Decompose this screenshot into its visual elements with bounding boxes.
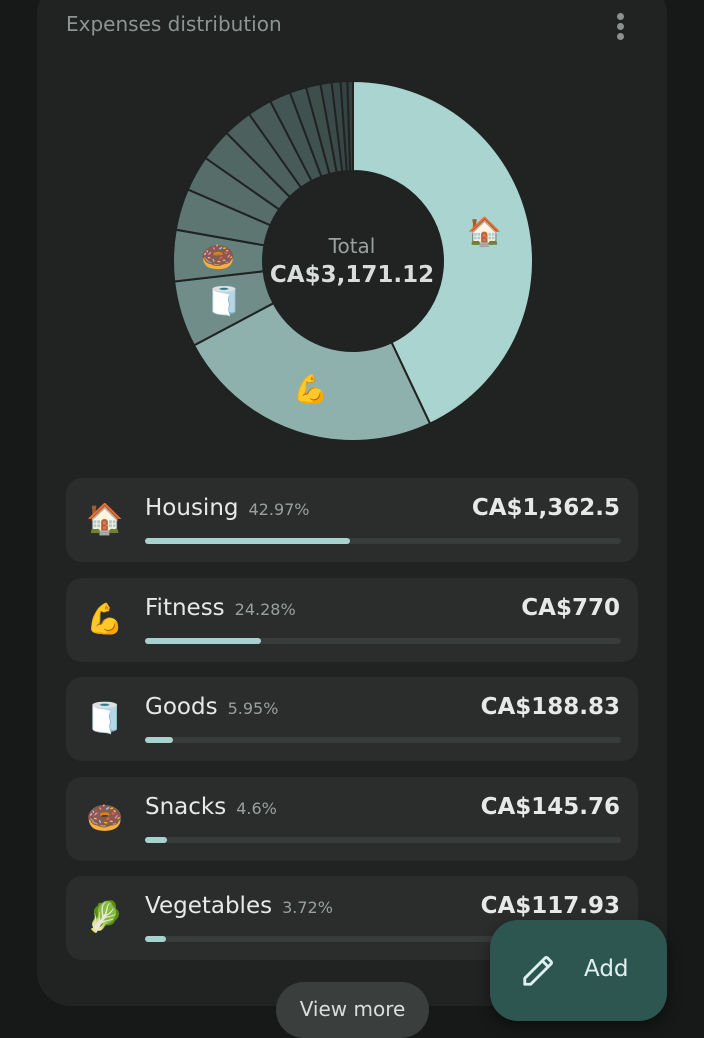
progress-track	[145, 837, 621, 843]
progress-track	[145, 936, 621, 942]
donut-total-label: Total	[328, 234, 376, 258]
category-percent: 42.97%	[248, 500, 310, 519]
donut-icon-fitness: 💪	[293, 373, 328, 406]
progress-fill	[145, 638, 261, 644]
progress-track	[145, 737, 621, 743]
donut-slice-other-15[interactable]	[346, 79, 354, 173]
expenses-donut-chart[interactable]: 🏠 💪 🧻 🍩	[160, 68, 546, 454]
kebab-dot	[617, 13, 624, 20]
donut-slice-fitness[interactable]	[192, 301, 432, 442]
category-row-snacks[interactable]: 🍩 Snacks 4.6% CA$145.76	[66, 777, 638, 861]
category-row-vegetables[interactable]: 🥬 Vegetables 3.72% CA$117.93	[66, 876, 638, 960]
category-percent: 24.28%	[234, 600, 296, 619]
progress-track	[145, 538, 621, 544]
category-name: Housing	[145, 495, 239, 521]
kebab-dot	[617, 33, 624, 40]
category-amount: CA$188.83	[480, 694, 620, 720]
progress-fill	[145, 737, 174, 743]
category-name: Fitness	[145, 595, 225, 621]
add-label: Add	[584, 956, 629, 982]
category-amount: CA$117.93	[480, 893, 620, 919]
donut-icon-housing: 🏠	[467, 215, 502, 248]
flexed-biceps-icon: 💪	[86, 602, 124, 637]
donut-icon-goods: 🧻	[207, 285, 242, 318]
category-name: Goods	[145, 694, 218, 720]
category-name-group: Snacks 4.6%	[145, 794, 277, 820]
view-more-button[interactable]: View more	[276, 982, 429, 1038]
house-icon: 🏠	[86, 502, 124, 537]
category-row-goods[interactable]: 🧻 Goods 5.95% CA$188.83	[66, 677, 638, 761]
category-name: Vegetables	[145, 893, 273, 919]
category-amount: CA$145.76	[480, 794, 620, 820]
pencil-icon	[523, 956, 553, 986]
donut-slice-housing[interactable]	[352, 79, 534, 426]
progress-track	[145, 638, 621, 644]
card-title: Expenses distribution	[66, 12, 282, 36]
kebab-dot	[617, 23, 624, 30]
donut-icon-snacks: 🍩	[201, 240, 236, 273]
category-amount: CA$770	[521, 595, 620, 621]
leafy-green-icon: 🥬	[86, 900, 124, 935]
category-name-group: Housing 42.97%	[145, 495, 310, 521]
progress-fill	[145, 837, 167, 843]
category-name-group: Goods 5.95%	[145, 694, 278, 720]
toilet-paper-icon: 🧻	[86, 701, 124, 736]
category-row-fitness[interactable]: 💪 Fitness 24.28% CA$770	[66, 578, 638, 662]
add-expense-button[interactable]: Add	[490, 920, 667, 1021]
category-percent: 4.6%	[236, 799, 277, 818]
category-percent: 3.72%	[282, 898, 333, 917]
category-percent: 5.95%	[227, 699, 279, 718]
donut-total-value: CA$3,171.12	[269, 262, 435, 288]
category-name: Snacks	[145, 794, 227, 820]
more-options-icon[interactable]	[610, 10, 632, 44]
progress-fill	[145, 538, 350, 544]
doughnut-icon: 🍩	[86, 801, 124, 836]
progress-fill	[145, 936, 167, 942]
category-amount: CA$1,362.5	[471, 495, 620, 521]
category-name-group: Fitness 24.28%	[145, 595, 296, 621]
category-row-housing[interactable]: 🏠 Housing 42.97% CA$1,362.5	[66, 478, 638, 562]
category-name-group: Vegetables 3.72%	[145, 893, 333, 919]
